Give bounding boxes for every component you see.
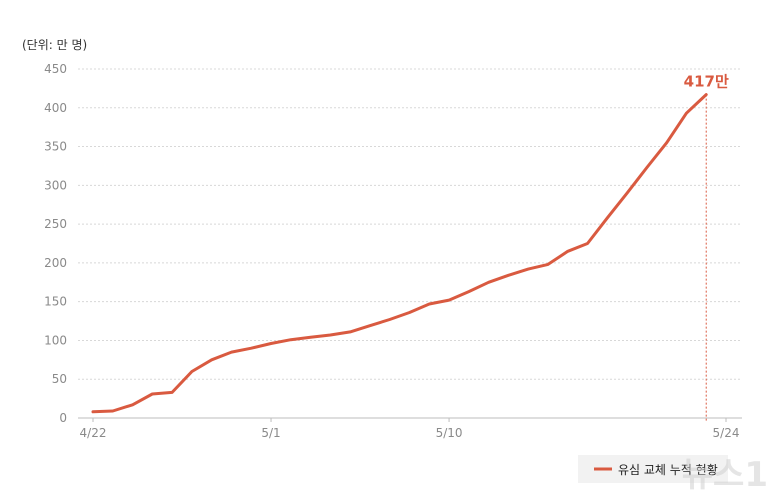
y-tick-label: 150 bbox=[44, 295, 67, 309]
data-point bbox=[447, 298, 451, 302]
data-point bbox=[487, 281, 490, 284]
data-point bbox=[111, 409, 114, 413]
x-tick-label: 5/24 bbox=[713, 426, 740, 440]
data-point bbox=[269, 342, 273, 345]
data-point bbox=[309, 336, 312, 339]
y-tick-label: 250 bbox=[44, 217, 67, 231]
data-point bbox=[645, 166, 649, 169]
x-tick-label: 5/10 bbox=[436, 426, 463, 440]
data-point bbox=[210, 358, 213, 362]
x-tick-label: 5/1 bbox=[261, 426, 280, 440]
grid-layer bbox=[78, 68, 742, 380]
y-tick-label: 0 bbox=[59, 411, 67, 425]
y-tick-label: 300 bbox=[44, 178, 67, 192]
y-tick-label: 400 bbox=[44, 101, 67, 115]
y-tick-label: 50 bbox=[52, 372, 67, 386]
data-point bbox=[507, 274, 510, 277]
data-point bbox=[388, 318, 391, 321]
x-tick-label: 4/22 bbox=[80, 426, 107, 440]
data-point bbox=[151, 392, 154, 396]
data-point bbox=[91, 410, 95, 413]
legend-label: 유심 교체 누적 현황 bbox=[618, 463, 718, 477]
data-point bbox=[705, 93, 708, 96]
data-point bbox=[586, 242, 589, 245]
annotation-label: 417만 bbox=[684, 73, 729, 91]
watermark-logo: 뉴스1 bbox=[682, 455, 768, 495]
data-point bbox=[546, 263, 550, 266]
data-point bbox=[428, 302, 431, 306]
data-point bbox=[131, 403, 134, 407]
data-point bbox=[289, 338, 293, 341]
data-point bbox=[467, 290, 471, 293]
data-point bbox=[606, 216, 609, 220]
data-point bbox=[230, 350, 233, 354]
data-point bbox=[368, 324, 372, 327]
y-tick-label: 100 bbox=[44, 333, 67, 347]
unit-label: (단위: 만 명) bbox=[22, 38, 87, 52]
data-point bbox=[665, 141, 668, 144]
data-point bbox=[329, 333, 332, 337]
data-point bbox=[190, 370, 194, 373]
data-point bbox=[625, 191, 629, 195]
series-line bbox=[91, 93, 708, 414]
data-point bbox=[566, 250, 569, 253]
y-axis-ticks: 0 50 100 150 200 250 300 350 400 450 bbox=[44, 62, 67, 425]
x-axis-ticks: 4/22 5/1 5/10 5/24 bbox=[80, 418, 740, 440]
y-tick-label: 350 bbox=[44, 140, 67, 154]
annotations: 417만 bbox=[684, 73, 729, 91]
legend: 유심 교체 누적 현황 bbox=[578, 455, 728, 483]
y-tick-label: 200 bbox=[44, 256, 67, 270]
data-point bbox=[685, 112, 688, 115]
data-point bbox=[250, 347, 253, 350]
data-point bbox=[408, 311, 411, 314]
y-tick-label: 450 bbox=[44, 62, 67, 76]
data-points bbox=[91, 93, 708, 413]
data-point bbox=[170, 391, 174, 394]
data-point bbox=[348, 330, 352, 334]
data-point bbox=[526, 267, 530, 271]
